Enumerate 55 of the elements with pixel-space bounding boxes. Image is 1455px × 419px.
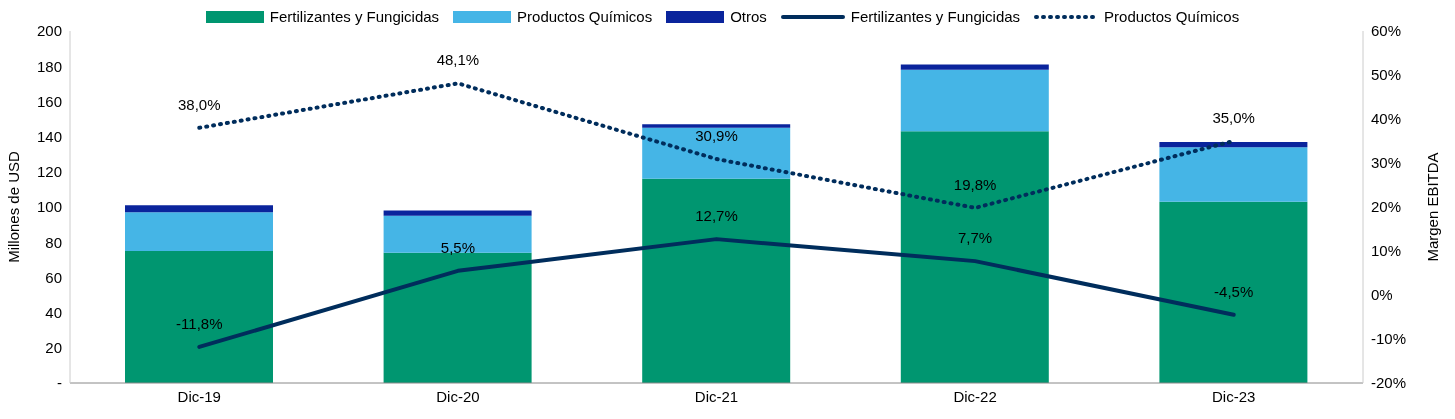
- bar: [642, 127, 791, 179]
- bar: [125, 212, 273, 251]
- bar: [1159, 147, 1308, 202]
- y-tick-label: 80: [45, 233, 62, 251]
- bar: [383, 215, 532, 253]
- legend-label: Otros: [729, 8, 767, 25]
- y2-axis-title: Margen EBITDA: [1424, 152, 1442, 262]
- data-label: 38,0%: [178, 95, 221, 113]
- y-tick-label: 100: [36, 198, 62, 216]
- x-tick-label: Dic-23: [1212, 387, 1256, 405]
- y2-tick-label: 0%: [1371, 286, 1393, 304]
- x-tick-label: Dic-19: [177, 387, 221, 405]
- y-axis-title: Millones de USD: [5, 150, 23, 263]
- legend-label: Productos Químicos: [1103, 8, 1240, 25]
- y2-tick-label: -10%: [1371, 330, 1407, 348]
- y-tick-label: 180: [36, 57, 62, 75]
- x-tick-label: Dic-20: [436, 387, 480, 405]
- data-label: 12,7%: [695, 207, 738, 225]
- y2-tick-label: 60%: [1371, 22, 1402, 40]
- x-tick-label: Dic-22: [953, 387, 997, 405]
- legend-label: Fertilizantes y Fungicidas: [268, 8, 440, 25]
- data-label: 7,7%: [958, 229, 993, 247]
- legend-label: Fertilizantes y Fungicidas: [849, 8, 1021, 25]
- y2-tick-label: 10%: [1371, 242, 1402, 260]
- data-label: 35,0%: [1212, 109, 1255, 126]
- bar: [900, 64, 1049, 70]
- data-label: 19,8%: [953, 175, 997, 193]
- legend-label: Productos Químicos: [516, 8, 653, 25]
- bar: [383, 210, 532, 216]
- y-tick-label: 140: [36, 127, 62, 145]
- y-tick-label: 200: [36, 22, 62, 40]
- bar: [900, 131, 1049, 383]
- y2-tick-label: 40%: [1371, 110, 1402, 128]
- data-label: -4,5%: [1214, 282, 1254, 300]
- y2-tick-label: 30%: [1371, 154, 1402, 172]
- y-tick-label: 120: [36, 163, 62, 181]
- y-tick-label: 160: [36, 92, 62, 110]
- data-label: 30,9%: [695, 127, 738, 145]
- bar: [642, 178, 791, 383]
- x-tick-label: Dic-21: [694, 387, 739, 405]
- y-tick-label: 60: [45, 268, 62, 286]
- bar: [642, 124, 791, 128]
- bar: [1159, 201, 1308, 383]
- data-label: 48,1%: [436, 51, 480, 69]
- bar: [125, 205, 273, 213]
- bar: [125, 251, 273, 383]
- data-label: 5,5%: [440, 238, 475, 256]
- y-tick-label: 40: [45, 303, 62, 321]
- bar: [900, 69, 1049, 132]
- y2-tick-label: 20%: [1371, 198, 1402, 216]
- y2-tick-label: 50%: [1371, 66, 1402, 84]
- data-label: -11,8%: [176, 314, 223, 332]
- y2-tick-label: -20%: [1371, 374, 1407, 392]
- y-tick-label: 20: [45, 339, 62, 357]
- y-tick-label: -: [57, 374, 62, 392]
